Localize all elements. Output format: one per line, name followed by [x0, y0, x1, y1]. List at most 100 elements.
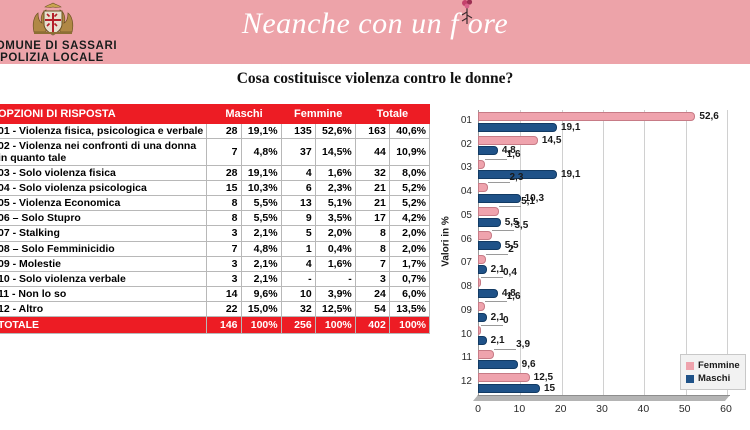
chart-bar-femmine: [478, 207, 500, 216]
cell-femmine-n: 4: [280, 255, 316, 272]
chart-value-label-femmine: 14,5: [541, 134, 562, 146]
chart-bar-femmine: [478, 349, 495, 359]
chart-gridline: [644, 110, 646, 395]
chart-value-label-maschi: 19,1: [560, 169, 581, 180]
cell-femmine-pct: 1,6%: [314, 165, 356, 182]
table-row: 08 – Solo Femminicidio 7 4,8% 1 0,4% 8 2,0%: [0, 240, 430, 257]
chart-bar-maschi: [478, 288, 498, 298]
cell-maschi-n: 8: [206, 210, 242, 227]
cell-femmine-pct: 14,5%: [314, 138, 356, 167]
chart-category-label: 09: [460, 304, 472, 316]
chart-category-label: 08: [460, 281, 472, 293]
chart-x-tick-label: 40: [637, 403, 650, 415]
chart-bar-maschi: [478, 312, 487, 322]
cell-totale-pct: 6,0%: [388, 285, 430, 302]
chart-bar-femmine: [478, 325, 481, 335]
cell-femmine-pct: 5,1%: [314, 195, 356, 212]
chart-bar-maschi: [478, 265, 487, 274]
chart-value-label-femmine: 12,5: [533, 372, 554, 384]
flower-icon: [461, 0, 473, 24]
chart-x-tick-label: 30: [596, 403, 608, 415]
cell-maschi-pct: 5,5%: [240, 210, 282, 227]
cell-totale-n: 32: [354, 165, 390, 182]
cell-femmine-pct: 2,0%: [314, 225, 356, 242]
campaign-title-pre: Neanche con un f: [241, 7, 459, 40]
table-row: 11 - Non lo so 14 9,6% 10 3,9% 24 6,0%: [0, 285, 430, 302]
cell-totale-pct: 5,2%: [388, 195, 430, 212]
chart-label-leader-line: [486, 253, 509, 255]
legend-swatch-maschi: [686, 374, 694, 383]
chart-x-tick-label: 20: [554, 403, 567, 415]
header-band: COMUNE DI SASSARI POLIZIA LOCALE Neanche…: [0, 0, 750, 64]
table-row: 03 - Solo violenza fisica 28 19,1% 4 1,6% 32 8…: [0, 165, 430, 182]
cell-maschi-n: 7: [206, 240, 242, 257]
cell-femmine-pct: 52,6%: [314, 122, 356, 140]
results-table: OPZIONI DI RISPOSTA Maschi Femmine Total…: [0, 104, 430, 334]
chart-value-label-femmine: 0: [503, 314, 509, 326]
cell-option-label: 04 - Solo violenza psicologica: [0, 180, 208, 197]
chart-bar-maschi: [478, 383, 540, 393]
cell-femmine-n: 1: [280, 240, 316, 257]
cell-maschi-n: 15: [206, 180, 242, 197]
cell-totale-pct: 10,9%: [388, 138, 430, 167]
table-row: 02 - Violenza nei confronti di una donna…: [0, 138, 430, 167]
chart-value-label-maschi: 2,1: [490, 264, 505, 275]
table-row: 04 - Solo violenza psicologica 15 10,3% 6 2,…: [0, 180, 430, 197]
cell-femmine-n: 37: [280, 138, 316, 167]
chart-bar-maschi: [478, 360, 518, 369]
cell-option-label: 01 - Violenza fisica, psicologica e verb…: [0, 122, 208, 140]
table-header-row: OPZIONI DI RISPOSTA Maschi Femmine Total…: [0, 104, 430, 124]
cell-option-label: 12 - Altro: [0, 300, 208, 317]
legend-label-maschi: Maschi: [698, 373, 731, 384]
cell-femmine-n: 135: [280, 122, 316, 140]
total-cell-maschi-pct: 100%: [240, 315, 282, 334]
cell-femmine-n: 32: [280, 300, 316, 317]
chart-value-label-femmine: 2: [508, 243, 514, 255]
table-row: 12 - Altro 22 15,0% 32 12,5% 54 13,5%: [0, 300, 430, 317]
total-cell-totale-n: 402: [354, 315, 390, 334]
cell-maschi-pct: 2,1%: [240, 255, 282, 272]
cell-totale-pct: 2,0%: [388, 240, 430, 257]
chart-category-label: 05: [460, 209, 472, 221]
municipality-logo: COMUNE DI SASSARI POLIZIA LOCALE: [0, 0, 122, 64]
results-table-wrap: OPZIONI DI RISPOSTA Maschi Femmine Total…: [0, 104, 430, 426]
legend-item-femmine: Femmine: [686, 359, 740, 372]
cell-maschi-n: 3: [206, 225, 242, 242]
chart-gridline: [520, 110, 522, 395]
chart-x-tick-label: 10: [513, 403, 526, 415]
chart-gridline: [727, 110, 728, 395]
chart-x-tick-label: 0: [475, 403, 481, 415]
col-header-maschi: Maschi: [206, 104, 282, 124]
cell-femmine-n: 6: [280, 180, 316, 197]
chart-bar-femmine: [478, 373, 530, 383]
chart-category-label: 11: [461, 352, 472, 364]
chart-value-label-maschi: 4,8: [501, 145, 516, 157]
cell-totale-n: 17: [354, 210, 390, 227]
cell-maschi-n: 8: [206, 195, 242, 212]
cell-totale-pct: 8,0%: [388, 165, 430, 182]
cell-maschi-pct: 19,1%: [240, 122, 282, 140]
total-cell-totale-pct: 100%: [388, 315, 430, 334]
cell-maschi-pct: 4,8%: [240, 240, 282, 257]
chart-legend: Femmine Maschi: [680, 354, 746, 390]
col-header-femmine: Femmine: [280, 104, 356, 124]
cell-totale-pct: 2,0%: [388, 225, 430, 242]
table-body: 01 - Violenza fisica, psicologica e verb…: [0, 122, 430, 334]
total-cell-femmine-n: 256: [280, 315, 316, 334]
chart-bar-maschi: [478, 336, 487, 346]
cell-option-label: 03 - Solo violenza fisica: [0, 165, 208, 182]
campaign-title-post: ore: [467, 7, 509, 40]
cell-maschi-n: 28: [206, 165, 242, 182]
cell-totale-pct: 13,5%: [388, 300, 430, 317]
cell-totale-n: 163: [354, 122, 390, 140]
coat-of-arms-icon: [32, 2, 74, 36]
chart-x-tick-label: 50: [678, 403, 691, 415]
chart-bar-maschi: [478, 146, 498, 156]
cell-femmine-pct: 1,6%: [314, 255, 356, 272]
chart-value-label-maschi: 10,3: [524, 192, 545, 204]
cell-femmine-n: 9: [280, 210, 316, 227]
chart-value-label-femmine: 0,4: [503, 267, 517, 279]
chart-bar-maschi: [478, 170, 557, 179]
cell-totale-n: 8: [354, 225, 390, 242]
chart-category-label: 04: [460, 186, 472, 198]
